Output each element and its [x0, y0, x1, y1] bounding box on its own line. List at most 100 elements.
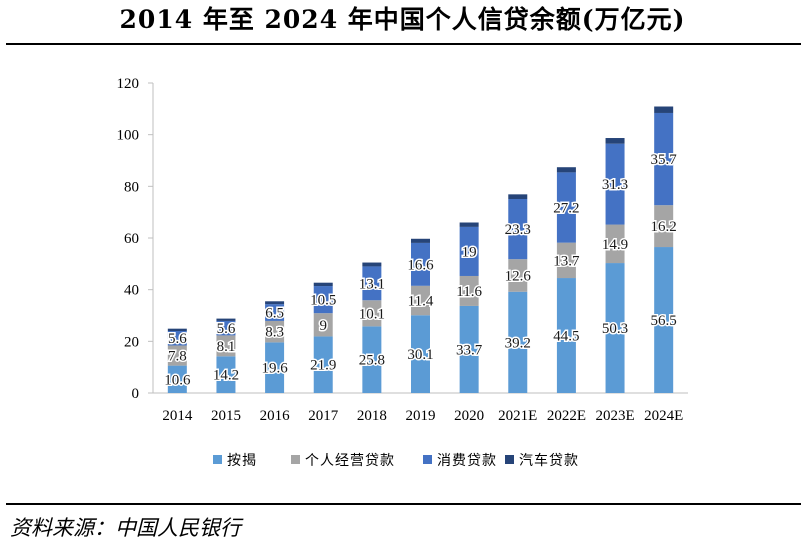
data-label: 16.6 [407, 257, 434, 273]
x-tick-label: 2014 [162, 408, 193, 424]
data-label: 13.7 [553, 253, 580, 269]
data-label: 25.8 [359, 353, 385, 369]
bar-segment [605, 224, 625, 264]
data-label: 30.1 [407, 347, 433, 363]
x-tick-label: 2019 [406, 408, 436, 424]
chart-legend: 按揭 个人经营贷款 消费贷款 汽车贷款 [213, 452, 579, 469]
bar-segment [167, 328, 187, 331]
bar-segment [654, 205, 674, 248]
x-tick-label: 2022E [547, 408, 586, 424]
data-label: 21.9 [310, 358, 336, 374]
data-label: 10.1 [359, 306, 385, 322]
bar-segment [605, 263, 625, 393]
bar-segment [605, 138, 625, 144]
data-labels: 10.6 7.8 5.6 14.2 8.1 5.6 19.6 8.3 6.5 21.9 9 10.5 2… [163, 151, 679, 390]
data-label: 14.2 [213, 368, 239, 384]
bar-segment [411, 285, 430, 316]
legend-label: 消费贷款 [437, 453, 497, 469]
data-label: 9 [319, 318, 327, 334]
bar-segment [459, 305, 479, 393]
bar-segment [265, 304, 285, 321]
data-label: 44.5 [553, 329, 579, 345]
data-label: 19.6 [261, 361, 288, 377]
legend-label: 汽车贷款 [519, 452, 579, 469]
x-axis: 2014 2015 2016 2017 2018 2019 2020 2021E 2022E 20… [153, 392, 688, 424]
bar-segment [216, 318, 236, 321]
x-tick-label: 2023E [595, 408, 634, 424]
x-tick-label: 2015 [211, 408, 241, 424]
legend-swatch [291, 455, 300, 464]
bar-segment [265, 342, 285, 393]
bar-segment [508, 291, 528, 393]
bar-segment [313, 282, 333, 287]
y-tick-label: 40 [124, 283, 139, 299]
data-label: 11.6 [456, 284, 482, 300]
bar-segment [459, 226, 479, 276]
legend-swatch [505, 455, 514, 464]
data-label: 5.6 [168, 331, 187, 347]
data-label: 10.6 [164, 372, 191, 388]
y-tick-label: 20 [124, 334, 139, 350]
footer-rule [6, 503, 801, 505]
bar-segment [508, 259, 528, 292]
bar-segment [556, 172, 576, 243]
bar-series [167, 106, 674, 393]
bar-segment [216, 356, 236, 393]
y-tick-label: 120 [117, 76, 140, 92]
x-tick-label: 2024E [644, 408, 683, 424]
title-rule [6, 43, 801, 45]
bar-segment [167, 365, 187, 393]
bar-segment [605, 143, 625, 225]
y-tick-label: 60 [124, 231, 139, 247]
data-label: 19 [462, 244, 477, 260]
bar-segment [313, 336, 333, 393]
bar-segment [362, 262, 382, 267]
legend-label: 个人经营贷款 [305, 453, 395, 469]
data-label: 56.5 [651, 313, 677, 329]
bar-segment [556, 242, 576, 279]
bar-segment [556, 167, 576, 173]
bar-segment [216, 335, 236, 357]
bar-segment [313, 286, 333, 314]
bar-segment [654, 106, 674, 113]
bar-segment [362, 266, 382, 301]
data-label: 23.3 [505, 222, 531, 238]
bar-segment [216, 320, 236, 336]
data-label: 8.1 [217, 339, 236, 355]
bar-segment [265, 301, 285, 305]
data-label: 13.1 [359, 276, 385, 292]
bar-segment [508, 198, 528, 260]
data-label: 39.2 [505, 335, 531, 351]
source-note: 资料来源：中国人民银行 [10, 516, 241, 540]
bar-segment [654, 112, 674, 206]
x-tick-label: 2017 [308, 408, 339, 424]
data-label: 50.3 [602, 321, 628, 337]
y-tick-label: 100 [117, 128, 140, 144]
bar-segment [654, 247, 674, 393]
bar-segment [411, 242, 430, 286]
bar-segment [459, 275, 479, 306]
x-tick-label: 2020 [454, 408, 484, 424]
data-label: 14.9 [602, 237, 628, 253]
bar-segment [362, 326, 382, 393]
data-label: 6.5 [265, 306, 284, 322]
data-label: 10.5 [310, 293, 336, 309]
bar-segment [313, 313, 333, 337]
legend-label: 按揭 [227, 453, 257, 469]
data-label: 11.4 [408, 294, 434, 310]
data-label: 12.6 [505, 268, 532, 284]
bar-segment [459, 222, 479, 227]
bar-segment [167, 345, 187, 366]
bar-segment [265, 320, 285, 343]
data-label: 7.8 [168, 349, 187, 365]
bar-segment [411, 238, 430, 243]
data-label: 33.7 [456, 342, 483, 358]
y-tick-label: 80 [124, 179, 139, 195]
y-tick-label: 0 [132, 386, 140, 402]
data-label: 5.6 [217, 321, 236, 337]
x-tick-label: 2016 [260, 408, 291, 424]
data-label: 16.2 [651, 219, 677, 235]
chart-title: 2014 年至 2024 年中国个人信贷余额(万亿元) [119, 5, 686, 34]
data-label: 27.2 [553, 201, 579, 217]
bar-segment [167, 331, 187, 346]
